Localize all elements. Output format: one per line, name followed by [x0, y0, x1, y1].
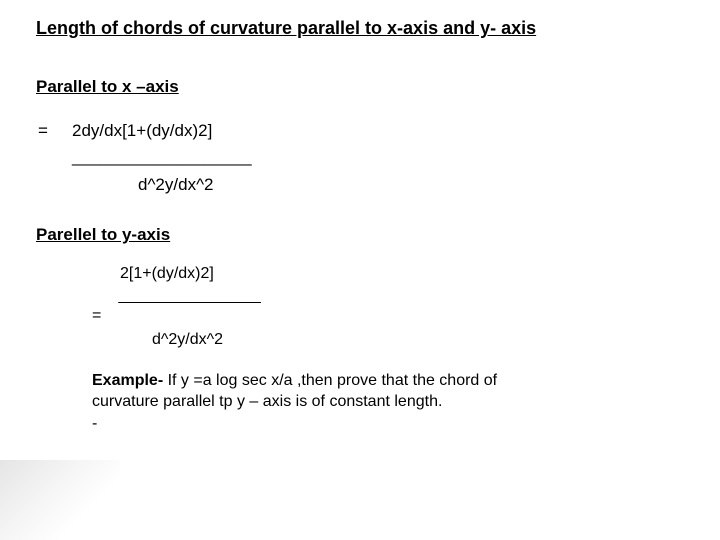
- formula-y-equals-row: =: [92, 307, 684, 325]
- formula-y-numerator: 2[1+(dy/dx)2]: [120, 265, 684, 283]
- formula-y-denominator: d^2y/dx^2: [152, 331, 684, 349]
- spacer: [92, 287, 96, 305]
- formula-x-divider: ___________________: [72, 147, 684, 167]
- section-x-heading: Parallel to x –axis: [36, 77, 684, 97]
- formula-x-numerator: 2dy/dx[1+(dy/dx)2]: [72, 121, 212, 141]
- example-dash: -: [92, 415, 684, 433]
- formula-y-divider-row: ________________: [92, 283, 684, 307]
- formula-x-numerator-row: = 2dy/dx[1+(dy/dx)2]: [38, 121, 684, 141]
- formula-y-divider: ________________: [118, 287, 260, 305]
- equals-sign-y: =: [92, 307, 124, 325]
- section-y-heading: Parellel to y-axis: [36, 225, 684, 245]
- example-block: Example- If y =a log sec x/a ,then prove…: [92, 371, 532, 413]
- formula-x-denominator: d^2y/dx^2: [138, 175, 684, 195]
- formula-y: 2[1+(dy/dx)2] ________________ = d^2y/dx…: [92, 265, 684, 349]
- formula-x: = 2dy/dx[1+(dy/dx)2] ___________________…: [38, 121, 684, 195]
- example-label: Example-: [92, 372, 163, 389]
- equals-sign-x: =: [38, 121, 72, 141]
- main-title: Length of chords of curvature parallel t…: [36, 18, 684, 39]
- corner-shadow: [0, 460, 120, 540]
